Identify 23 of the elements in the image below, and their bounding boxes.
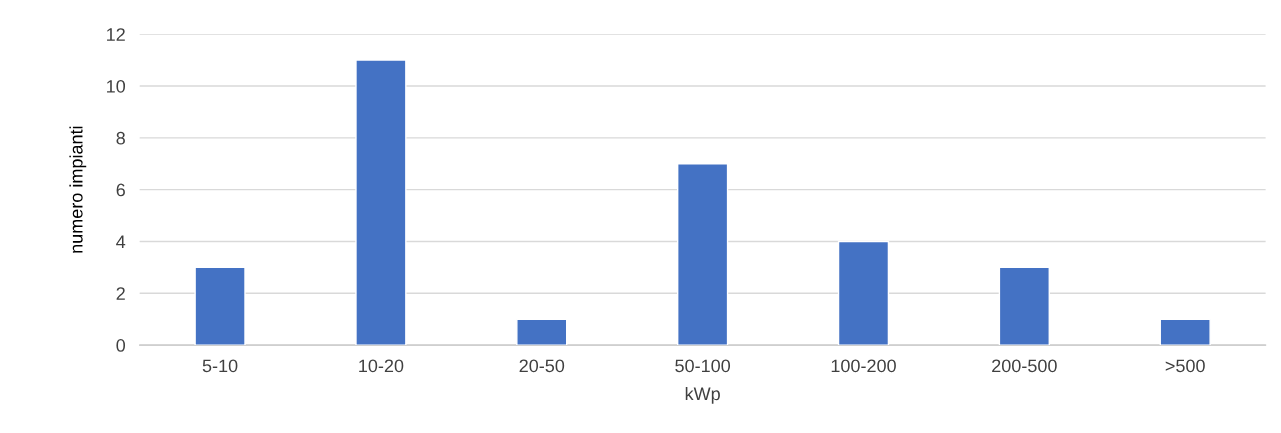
x-tick-label: 200-500 xyxy=(992,359,1057,373)
bar xyxy=(837,240,890,346)
x-tick-label: 10-20 xyxy=(359,359,404,373)
bar xyxy=(998,266,1050,346)
x-tick-label: 50-100 xyxy=(675,359,731,373)
x-tick-label: 100-200 xyxy=(831,359,896,373)
bar xyxy=(194,266,246,346)
x-axis-title: kWp xyxy=(685,386,720,404)
x-tick-label: 20-50 xyxy=(519,359,565,373)
bar xyxy=(516,318,568,346)
bar xyxy=(677,163,729,346)
bar xyxy=(1159,318,1211,346)
y-tick-label: 10 xyxy=(107,79,126,93)
y-tick-label: 8 xyxy=(116,131,125,145)
y-axis-title: numero impianti xyxy=(69,126,87,253)
y-tick-label: 0 xyxy=(116,339,126,352)
y-tick-label: 6 xyxy=(116,183,125,197)
y-tick-label: 12 xyxy=(107,28,125,41)
y-tick-label: 4 xyxy=(116,235,126,249)
bar xyxy=(355,59,407,346)
x-tick-label: >500 xyxy=(1165,359,1205,373)
y-tick-label: 2 xyxy=(116,287,125,300)
x-tick-label: 5-10 xyxy=(202,359,238,373)
